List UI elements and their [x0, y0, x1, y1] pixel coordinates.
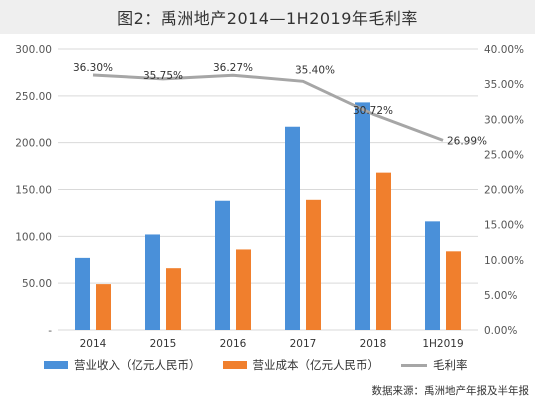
y2-tick-label: 0.00%: [484, 325, 517, 337]
y2-tick-label: 35.00%: [484, 79, 524, 91]
y2-tick-label: 25.00%: [484, 149, 524, 161]
x-tick-label: 1H2019: [422, 338, 463, 350]
x-tick-label: 2016: [220, 338, 247, 350]
legend-label-margin: 毛利率: [433, 358, 468, 372]
legend-item-margin: 毛利率: [401, 357, 468, 373]
margin-data-label: 26.99%: [447, 135, 487, 147]
y2-tick-label: 10.00%: [484, 255, 524, 267]
cost-bar: [306, 199, 321, 330]
y-tick-label: 50.00: [22, 278, 52, 290]
legend-item-cost: 营业成本（亿元人民币）: [222, 357, 380, 373]
y2-tick-label: 20.00%: [484, 185, 524, 197]
legend-label-revenue: 营业收入（亿元人民币）: [74, 358, 201, 372]
x-tick-label: 2017: [290, 338, 317, 350]
revenue-bar: [75, 257, 90, 330]
margin-data-label: 35.75%: [143, 70, 183, 82]
y-tick-label: 200.00: [15, 138, 52, 150]
margin-data-label: 36.30%: [73, 62, 113, 74]
chart-title-bar: 图2：禹洲地产2014—1H2019年毛利率: [0, 0, 535, 34]
legend-label-cost: 营业成本（亿元人民币）: [252, 358, 380, 372]
y-tick-label: -: [48, 325, 52, 337]
y2-tick-label: 30.00%: [484, 114, 524, 126]
x-tick-label: 2014: [80, 338, 107, 350]
cost-bar: [446, 251, 461, 330]
y-tick-label: 250.00: [15, 91, 52, 103]
legend-swatch-revenue: [44, 361, 68, 369]
margin-line: [92, 73, 444, 142]
chart-legend: 营业收入（亿元人民币） 营业成本（亿元人民币） 毛利率: [44, 357, 490, 373]
y-tick-label: 150.00: [15, 185, 52, 197]
legend-swatch-cost: [222, 361, 247, 369]
legend-item-revenue: 营业收入（亿元人民币）: [44, 357, 201, 373]
y2-tick-label: 5.00%: [484, 290, 517, 302]
chart-title: 图2：禹洲地产2014—1H2019年毛利率: [117, 9, 418, 28]
cost-bar: [96, 284, 111, 330]
margin-data-label: 36.27%: [213, 62, 253, 74]
y-tick-label: 100.00: [15, 231, 52, 243]
revenue-bar: [425, 221, 440, 330]
revenue-bar: [145, 234, 160, 330]
revenue-bar: [355, 102, 370, 330]
cost-bar: [236, 249, 251, 330]
x-tick-label: 2015: [150, 338, 177, 350]
x-tick-label: 2018: [360, 338, 387, 350]
y2-tick-label: 15.00%: [484, 220, 524, 232]
margin-data-label: 35.40%: [295, 64, 335, 76]
y-tick-label: 300.00: [15, 44, 52, 56]
revenue-bar: [285, 126, 300, 330]
cost-bar: [166, 268, 181, 330]
legend-swatch-margin: [401, 363, 427, 367]
cost-bar: [376, 172, 391, 330]
y2-tick-label: 40.00%: [484, 44, 524, 56]
margin-data-label: 30.72%: [353, 105, 393, 117]
data-source-note: 数据来源：禹洲地产年报及半年报: [371, 385, 530, 397]
revenue-bar: [215, 200, 230, 330]
